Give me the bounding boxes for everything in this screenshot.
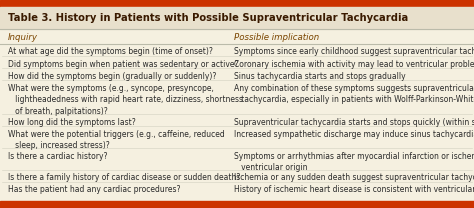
- Text: Inquiry: Inquiry: [8, 33, 38, 42]
- Text: Table 3. History in Patients with Possible Supraventricular Tachycardia: Table 3. History in Patients with Possib…: [8, 13, 408, 23]
- Text: Increased sympathetic discharge may induce sinus tachycardia: Increased sympathetic discharge may indu…: [234, 130, 474, 139]
- Text: How did the symptoms begin (gradually or suddenly)?: How did the symptoms begin (gradually or…: [8, 72, 216, 81]
- Text: Sinus tachycardia starts and stops gradually: Sinus tachycardia starts and stops gradu…: [234, 72, 406, 81]
- Text: Symptoms or arrhythmias after myocardial infarction or ischemia suggest
   ventr: Symptoms or arrhythmias after myocardial…: [234, 152, 474, 172]
- Text: What were the symptoms (e.g., syncope, presyncope,
   lightheadedness with rapid: What were the symptoms (e.g., syncope, p…: [8, 84, 243, 116]
- Text: Has the patient had any cardiac procedures?: Has the patient had any cardiac procedur…: [8, 185, 181, 194]
- Text: History of ischemic heart disease is consistent with ventricular issues: History of ischemic heart disease is con…: [234, 185, 474, 194]
- Text: Symptoms since early childhood suggest supraventricular tachycardia: Symptoms since early childhood suggest s…: [234, 47, 474, 57]
- Text: How long did the symptoms last?: How long did the symptoms last?: [8, 118, 136, 127]
- Bar: [0, 201, 474, 208]
- Bar: [0, 0, 474, 7]
- Text: Ischemia or any sudden death suggest supraventricular tachycardia: Ischemia or any sudden death suggest sup…: [234, 173, 474, 182]
- Text: At what age did the symptoms begin (time of onset)?: At what age did the symptoms begin (time…: [8, 47, 213, 57]
- Text: Did symptoms begin when patient was sedentary or active?: Did symptoms begin when patient was sede…: [8, 60, 238, 69]
- Text: Is there a cardiac history?: Is there a cardiac history?: [8, 152, 108, 161]
- Bar: [0, 7, 474, 29]
- Text: Possible implication: Possible implication: [234, 33, 319, 42]
- Text: Coronary ischemia with activity may lead to ventricular problems: Coronary ischemia with activity may lead…: [234, 60, 474, 69]
- Text: Supraventricular tachycardia starts and stops quickly (within seconds): Supraventricular tachycardia starts and …: [234, 118, 474, 127]
- Text: What were the potential triggers (e.g., caffeine, reduced
   sleep, increased st: What were the potential triggers (e.g., …: [8, 130, 225, 150]
- Text: Any combination of these symptoms suggests supraventricular
   tachycardia, espe: Any combination of these symptoms sugges…: [234, 84, 474, 104]
- Text: Is there a family history of cardiac disease or sudden death?: Is there a family history of cardiac dis…: [8, 173, 240, 182]
